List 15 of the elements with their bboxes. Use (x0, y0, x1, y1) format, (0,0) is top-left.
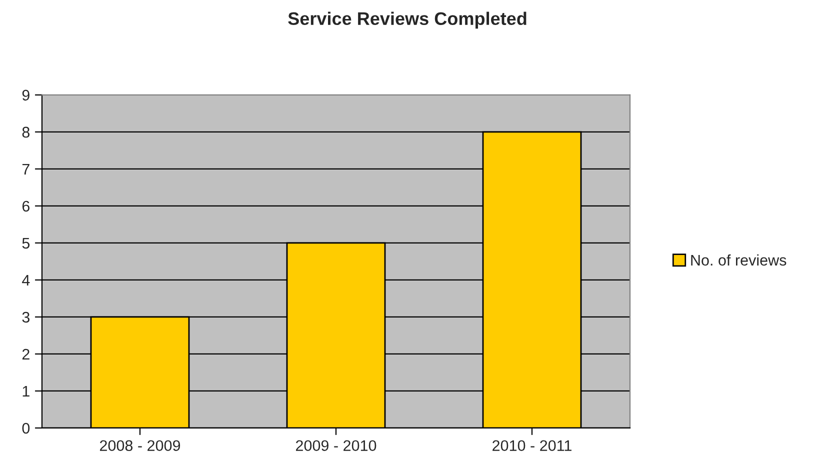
legend-label: No. of reviews (691, 254, 786, 266)
y-tick-label: 9 (22, 90, 30, 101)
y-tick-label: 7 (22, 164, 30, 174)
y-tick-label: 0 (22, 422, 30, 434)
y-tick-label: 1 (22, 386, 30, 397)
y-tick-label: 4 (22, 274, 30, 286)
x-tick-label: 2010 - 2011 (492, 440, 572, 452)
y-tick-label: 5 (22, 238, 30, 249)
y-tick-label: 2 (22, 348, 30, 360)
x-tick-label: 2008 - 2009 (100, 440, 180, 452)
y-tick-label: 3 (22, 312, 30, 323)
y-tick-label: 8 (22, 126, 30, 138)
y-tick-label: 6 (22, 200, 30, 212)
x-tick-label: 2009 - 2010 (296, 440, 376, 452)
chart-title: Service Reviews Completed (288, 12, 526, 29)
